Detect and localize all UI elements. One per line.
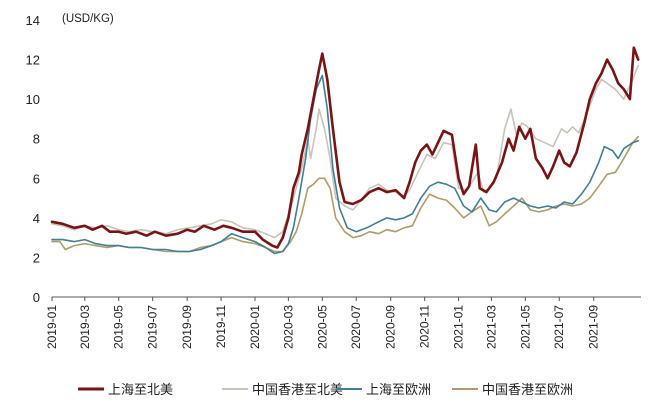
- y-tick-label: 6: [33, 171, 40, 186]
- x-tick-label: 2020-09: [384, 305, 398, 349]
- x-tick-label: 2019-03: [78, 305, 92, 349]
- x-tick-label: 2021-07: [552, 305, 566, 349]
- series-line-3: [51, 135, 639, 253]
- y-tick-label: 2: [33, 250, 40, 265]
- x-tick-label: 2020-01: [248, 305, 262, 349]
- y-tick-label: 8: [33, 132, 40, 147]
- series-lines: [50, 46, 640, 255]
- x-tick-label: 2021-03: [484, 305, 498, 349]
- series-line-1: [51, 64, 639, 239]
- unit-label: (USD/KG): [62, 13, 114, 25]
- legend: 上海至北美 中国香港至北美 上海至欧洲 中国香港至欧洲: [78, 382, 573, 397]
- legend-label: 上海至北美: [108, 382, 173, 397]
- x-tick-label: 2019-01: [45, 305, 59, 349]
- x-tick-label: 2019-09: [180, 305, 194, 349]
- legend-label: 上海至欧洲: [366, 382, 431, 397]
- y-tick-label: 10: [26, 92, 40, 107]
- legend-label: 中国香港至北美: [252, 382, 343, 397]
- y-tick-label: 0: [33, 290, 40, 305]
- x-tick-label: 2020-05: [315, 305, 329, 349]
- x-tick-label: 2020-07: [349, 305, 363, 349]
- x-axis-ticks: 2019-01 2019-03 2019-05 2019-07 2019-09 2019-…: [45, 297, 601, 349]
- x-tick-label: 2020-11: [418, 305, 432, 348]
- y-axis-ticks: 0 2 4 6 8 10 12 14: [26, 13, 40, 305]
- x-tick-label: 2019-05: [112, 305, 126, 349]
- x-tick-label: 2021-01: [452, 305, 466, 349]
- y-tick-label: 4: [33, 211, 40, 226]
- y-tick-label: 12: [26, 53, 40, 68]
- x-tick-label: 2019-11: [214, 305, 228, 348]
- y-tick-label: 14: [26, 13, 40, 28]
- x-tick-label: 2020-03: [281, 305, 295, 349]
- x-tick-label: 2021-05: [518, 305, 532, 349]
- x-tick-label: 2021-09: [587, 305, 601, 349]
- legend-label: 中国香港至欧洲: [482, 382, 573, 397]
- series-line-0: [50, 46, 640, 249]
- series-line-2: [51, 74, 639, 255]
- x-tick-label: 2019-07: [146, 305, 160, 349]
